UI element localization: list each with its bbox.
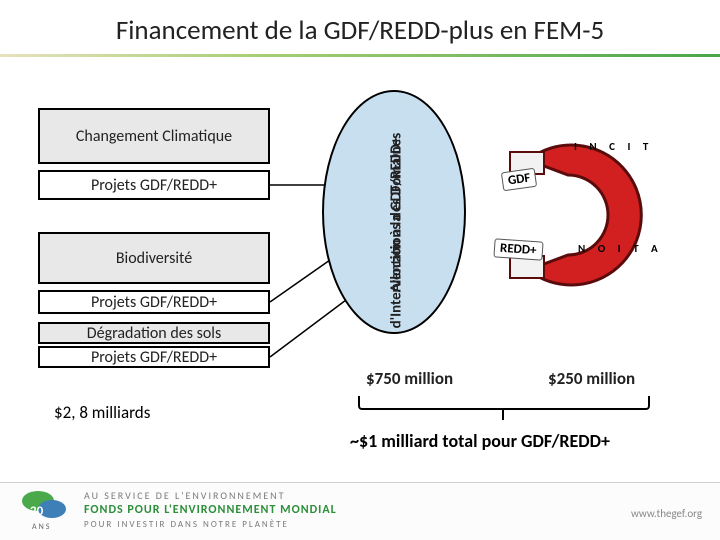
footer-tagline: AU SERVICE DE L'ENVIRONNEMENT [84, 489, 286, 502]
box-proj1: Projets GDF/REDD+ [38, 170, 270, 200]
magnet-svg [498, 130, 678, 300]
magnet-bottom-letters: N O I T A [578, 242, 663, 255]
amount-left: $750 million [366, 368, 453, 389]
box-proj2: Projets GDF/REDD+ [38, 290, 270, 314]
gef-logo: 20 ANS [18, 489, 70, 533]
box-land: Dégradation des sols [38, 322, 270, 344]
footer: 20 ANS AU SERVICE DE L'ENVIRONNEMENT FON… [0, 482, 720, 540]
magnet-graphic: GDF REDD+ I N C I T N O I T A [498, 130, 678, 300]
footer-org: FONDS POUR L'ENVIRONNEMENT MONDIAL [84, 503, 337, 517]
page-title: Financement de la GDF/REDD-plus en FEM-5 [0, 14, 720, 47]
footer-invest: POUR INVESTIR DANS NOTRE PLANÈTE [84, 519, 289, 530]
footer-url: www.thegef.org [631, 507, 702, 520]
box-biodiversity: Biodiversité [38, 232, 270, 284]
box-proj3: Projets GDF/REDD+ [38, 346, 270, 368]
amount-total: ~$1 milliard total pour GDF/REDD+ [350, 430, 610, 452]
bracket-tick [502, 410, 504, 420]
amount-farleft: $2, 8 milliards [54, 402, 150, 423]
title-underline [0, 54, 720, 57]
svg-text:20: 20 [30, 504, 44, 519]
magnet-redd-label: REDD+ [493, 238, 543, 260]
svg-text:ANS: ANS [32, 522, 51, 532]
magnet-top-letters: I N C I T [574, 140, 653, 153]
allocation-oval: Allocations des Domaines d'Intervention … [322, 90, 466, 334]
amount-right: $250 million [548, 368, 635, 389]
sum-bracket [358, 396, 650, 410]
oval-line2: d'Intervention à la GDF/REDD+ [388, 108, 405, 358]
box-climate: Changement Climatique [38, 108, 270, 164]
